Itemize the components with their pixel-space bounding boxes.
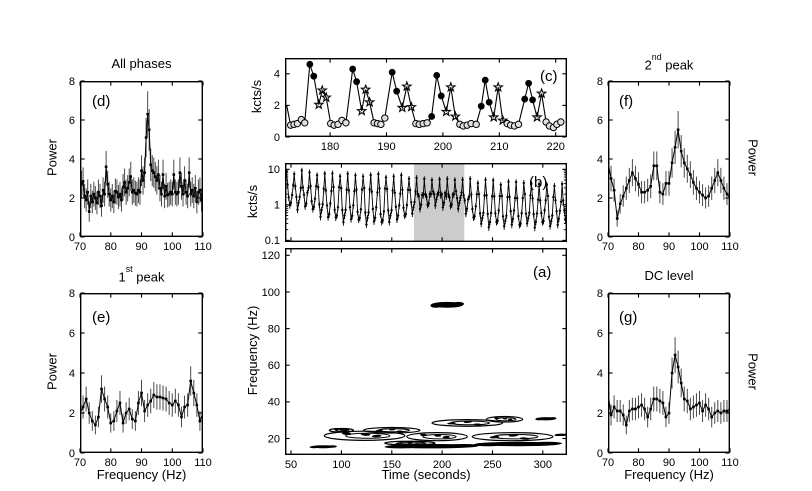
panel-f-title-num: 2 xyxy=(644,57,652,73)
svg-text:2: 2 xyxy=(69,193,75,205)
axis-ticks-d: 70 80 90 100 110 0 2 4 6 8 xyxy=(69,76,212,253)
panel-a-xlabel: Time (seconds) xyxy=(381,467,471,482)
panel-e-title-num: 1 xyxy=(118,269,126,285)
panel-e-title-sup: st xyxy=(125,264,133,275)
svg-text:2: 2 xyxy=(69,408,75,420)
svg-text:70: 70 xyxy=(602,241,614,253)
svg-text:6: 6 xyxy=(69,328,75,340)
svg-text:8: 8 xyxy=(597,76,603,88)
svg-text:180: 180 xyxy=(321,141,339,153)
panel-c-ylabel: kcts/s xyxy=(249,79,264,114)
svg-text:90: 90 xyxy=(135,241,147,253)
svg-text:10: 10 xyxy=(268,164,280,176)
svg-text:4: 4 xyxy=(597,154,603,166)
svg-text:2: 2 xyxy=(597,408,603,420)
panel-e-ylabel: Power xyxy=(44,353,60,390)
svg-text:90: 90 xyxy=(663,241,675,253)
svg-text:80: 80 xyxy=(632,241,644,253)
axes-frame xyxy=(284,162,568,242)
panel-b-letter: (b) xyxy=(529,174,548,191)
svg-text:0: 0 xyxy=(69,448,75,460)
svg-text:4: 4 xyxy=(69,154,75,166)
svg-text:100: 100 xyxy=(262,287,280,299)
svg-text:190: 190 xyxy=(377,141,395,153)
axis-ticks-c: 180 190 200 210 220 0 2 4 xyxy=(274,58,567,153)
series-c xyxy=(286,60,565,132)
svg-text:20: 20 xyxy=(268,433,280,445)
panel-b-ylabel: kcts/s xyxy=(245,184,260,219)
panel-d-title-text: All phases xyxy=(111,56,172,71)
svg-text:8: 8 xyxy=(69,288,75,300)
panel-c-letter: (c) xyxy=(540,68,558,85)
svg-text:4: 4 xyxy=(69,368,75,380)
svg-text:4: 4 xyxy=(597,368,603,380)
series-f xyxy=(608,111,730,227)
panel-d-letter: (d) xyxy=(92,93,111,110)
panel-d-ylabel: Power xyxy=(44,139,60,176)
axis-ticks-b: 0.1 1 10 xyxy=(265,163,567,247)
svg-text:0: 0 xyxy=(597,448,603,460)
svg-text:0: 0 xyxy=(274,132,280,144)
svg-text:4: 4 xyxy=(274,69,280,81)
panel-f-title-sup: nd xyxy=(651,52,662,63)
svg-text:200: 200 xyxy=(434,141,452,153)
svg-text:8: 8 xyxy=(69,76,75,88)
panel-a-letter: (a) xyxy=(533,264,552,281)
svg-text:100: 100 xyxy=(163,241,181,253)
svg-text:210: 210 xyxy=(490,141,508,153)
svg-text:120: 120 xyxy=(262,250,280,262)
panel-e-title-rest: peak xyxy=(132,269,165,285)
panel-f-letter: (f) xyxy=(619,93,634,110)
svg-text:0: 0 xyxy=(69,232,75,244)
panel-e-letter: (e) xyxy=(92,309,111,326)
panel-f-title-rest: peak xyxy=(661,57,694,73)
panel-g-letter: (g) xyxy=(619,309,638,326)
panel-g-ylabel: Power xyxy=(745,353,761,390)
panel-f-ylabel: Power xyxy=(745,139,761,176)
series-b xyxy=(285,167,567,232)
svg-text:110: 110 xyxy=(721,241,739,253)
svg-text:0: 0 xyxy=(597,232,603,244)
panel-b-plot: 0.1 1 10 xyxy=(265,162,568,247)
panel-e-xlabel: Frequency (Hz) xyxy=(96,467,187,482)
panel-e-title: 1st peak xyxy=(80,264,203,285)
svg-text:2: 2 xyxy=(274,100,280,112)
svg-text:100: 100 xyxy=(690,241,708,253)
panel-g-xlabel: Frequency (Hz) xyxy=(624,467,714,482)
svg-text:60: 60 xyxy=(268,360,280,372)
panel-f-title: 2nd peak xyxy=(608,52,730,73)
series-g xyxy=(608,337,730,435)
series-d xyxy=(80,91,203,222)
panel-c-plot: 180 190 200 210 220 0 2 4 xyxy=(274,57,568,153)
svg-text:70: 70 xyxy=(74,241,86,253)
series-e xyxy=(80,366,203,435)
svg-text:80: 80 xyxy=(105,241,117,253)
svg-text:0.1: 0.1 xyxy=(265,235,280,247)
svg-text:8: 8 xyxy=(597,288,603,300)
panel-d-title: All phases xyxy=(80,56,203,71)
svg-text:80: 80 xyxy=(268,323,280,335)
svg-text:40: 40 xyxy=(268,397,280,409)
svg-text:1: 1 xyxy=(274,200,280,212)
panel-a-ylabel: Frequency (Hz) xyxy=(245,305,260,396)
highlight-band xyxy=(413,163,465,242)
svg-text:6: 6 xyxy=(597,328,603,340)
series-a xyxy=(309,301,567,449)
panel-g-title: DC level xyxy=(608,268,730,283)
svg-text:220: 220 xyxy=(547,141,565,153)
svg-text:6: 6 xyxy=(597,115,603,127)
svg-text:6: 6 xyxy=(69,115,75,127)
svg-text:2: 2 xyxy=(597,193,603,205)
axes-frame xyxy=(284,57,568,137)
panel-g-title-text: DC level xyxy=(644,268,694,283)
axes-frame xyxy=(284,247,568,456)
svg-text:110: 110 xyxy=(194,241,212,253)
